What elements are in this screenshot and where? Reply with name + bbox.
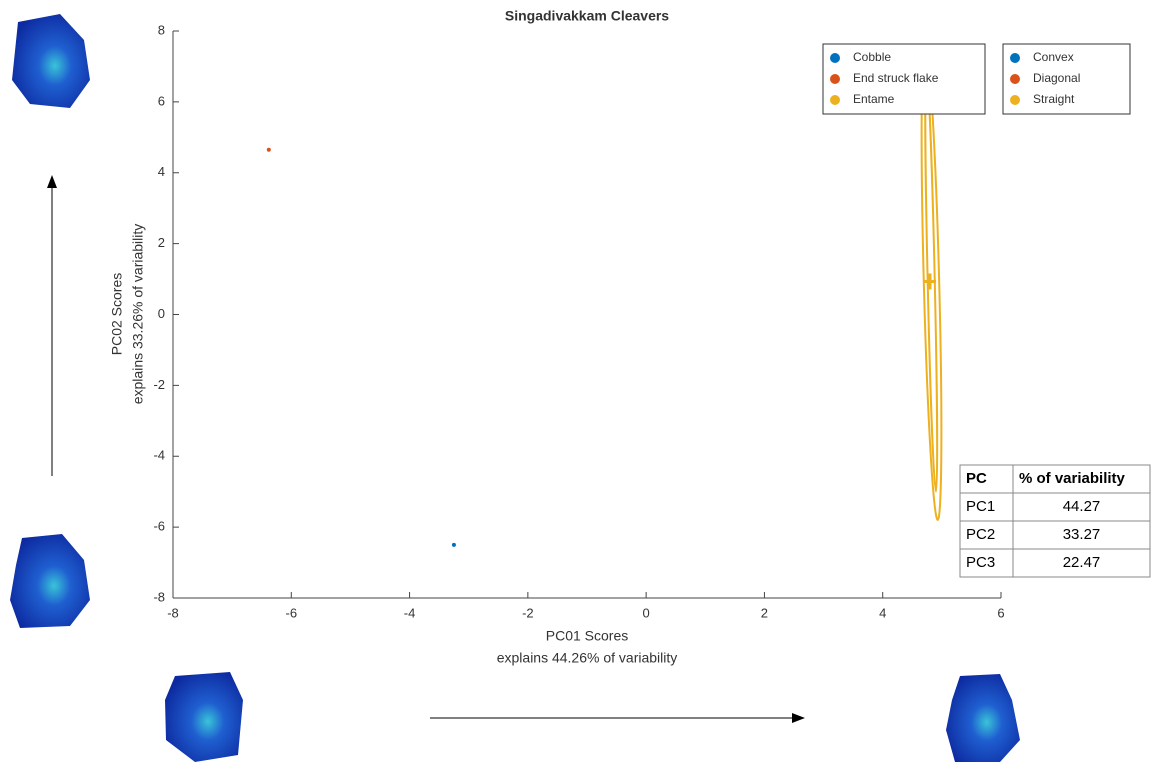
legend-marker [1010,95,1020,105]
table-cell: 33.27 [1063,526,1101,543]
legend-label: Convex [1033,50,1074,64]
legend-marker [1010,74,1020,84]
point [266,147,271,152]
table-header: PC [966,470,987,487]
x-tick-label: 2 [761,605,768,620]
y-tick-label: 2 [158,235,165,250]
y-axis-label: explains 33.26% of variability [130,224,146,405]
legend-label: Diagonal [1033,71,1080,85]
table-cell: 22.47 [1063,554,1101,571]
x-tick-label: -6 [286,605,298,620]
artifact-image [946,674,1020,762]
y-tick-label: -2 [153,377,165,392]
y-tick-label: 4 [158,164,165,179]
y-tick-label: 6 [158,93,165,108]
x-axis-label: PC01 Scores [546,628,628,644]
chart-title: Singadivakkam Cleavers [505,8,669,24]
x-tick-label: 6 [997,605,1004,620]
table-cell: PC1 [966,498,995,515]
legend-marker [1010,53,1020,63]
point [451,542,456,547]
x-tick-label: -8 [167,605,179,620]
x-axis-label: explains 44.26% of variability [497,650,678,666]
legend-box [822,43,986,115]
table-cell: 44.27 [1063,498,1101,515]
legend-label: Entame [853,92,895,106]
legend-marker [830,53,840,63]
artifact-image [12,14,90,108]
artifact-image [165,672,243,762]
x-tick-label: 4 [879,605,886,620]
legend-label: Straight [1033,92,1075,106]
arrow-head [47,175,57,188]
table-cell: PC3 [966,554,995,571]
legend-box [1002,43,1131,115]
legend-marker [830,74,840,84]
centroid-marker [924,273,937,290]
legend-label: Cobble [853,50,891,64]
y-tick-label: -6 [153,519,165,534]
table-header: % of variability [1019,470,1126,487]
x-tick-label: 0 [643,605,650,620]
y-tick-label: -4 [153,448,165,463]
x-tick-label: -4 [404,605,416,620]
y-axis-label: PC02 Scores [109,273,125,355]
artifact-image [10,534,90,628]
table-cell: PC2 [966,526,995,543]
y-tick-label: 0 [158,306,165,321]
y-tick-label: 8 [158,22,165,37]
legend-marker [830,95,840,105]
legend-label: End struck flake [853,71,939,85]
arrow-head [792,713,805,723]
y-tick-label: -8 [153,589,165,604]
x-tick-label: -2 [522,605,534,620]
